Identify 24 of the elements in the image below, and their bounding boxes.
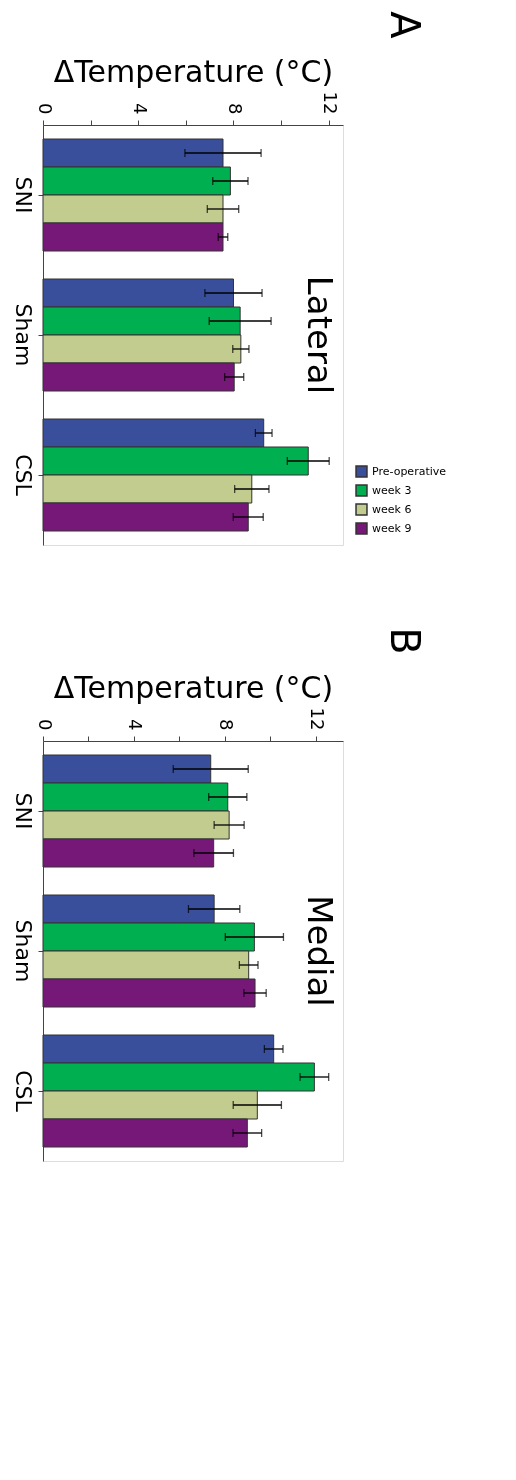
text: B [382,627,428,655]
y-tick-label: CSL [10,454,36,497]
x-tick-label: 8 [224,103,246,115]
text: Medial [300,895,340,1007]
text: Lateral [300,275,340,395]
x-tick-label: 12 [320,91,342,115]
y-tick-label: CSL [10,1070,36,1113]
legend-label: week 3 [372,483,412,497]
x-tick-label: 4 [125,719,147,731]
legend-label: Pre-operative [372,464,447,478]
y-tick-label: SNI [10,176,36,214]
y-tick-label: Sham [10,919,36,983]
x-tick-label: 8 [216,719,238,731]
x-axis-title: ΔTemperature (°C) [53,669,334,705]
x-tick-label: 0 [34,719,56,731]
text: A [382,11,428,40]
x-tick-label: 4 [129,103,151,115]
x-tick-label: 0 [34,103,56,115]
legend-label: week 9 [372,521,412,535]
legend-label: week 6 [372,502,412,516]
x-tick-label: 12 [307,707,329,731]
y-tick-label: SNI [10,792,36,830]
y-tick-label: Sham [10,303,36,367]
x-axis-title: ΔTemperature (°C) [53,53,334,89]
